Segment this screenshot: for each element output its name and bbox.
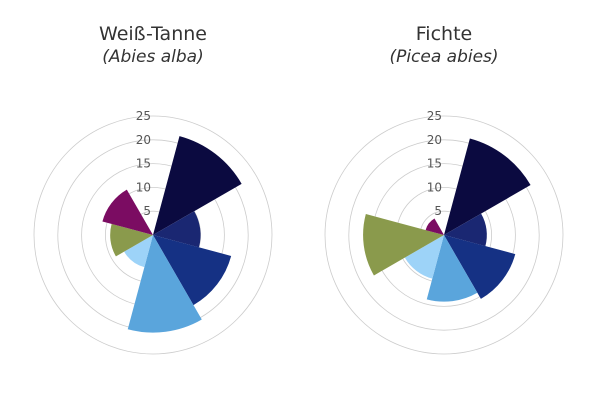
r-tick-label: 20 bbox=[427, 133, 442, 147]
sector bbox=[404, 235, 444, 279]
r-tick-label: 5 bbox=[434, 204, 442, 218]
sector bbox=[153, 235, 232, 306]
grid-ring bbox=[324, 115, 564, 355]
sector bbox=[127, 235, 202, 333]
sector bbox=[102, 189, 153, 235]
grid-ring bbox=[33, 115, 273, 355]
r-tick-label: 15 bbox=[136, 157, 151, 171]
sector bbox=[425, 218, 444, 235]
sector bbox=[153, 136, 242, 235]
r-tick-label: 10 bbox=[136, 180, 151, 194]
grid-ring bbox=[348, 139, 540, 331]
sector bbox=[444, 235, 516, 299]
r-tick-label: 5 bbox=[143, 204, 151, 218]
r-tick-label: 10 bbox=[427, 180, 442, 194]
sector bbox=[124, 235, 153, 268]
chart-title: Fichte bbox=[416, 23, 472, 45]
chart-subtitle: (Abies alba) bbox=[102, 47, 203, 67]
sector bbox=[444, 138, 531, 235]
chart-title: Weiß-Tanne bbox=[99, 23, 207, 45]
sector bbox=[444, 213, 487, 247]
r-tick-label: 20 bbox=[136, 133, 151, 147]
sector bbox=[110, 223, 153, 257]
r-tick-label: 25 bbox=[427, 109, 442, 123]
sector bbox=[363, 214, 444, 276]
sector bbox=[153, 211, 201, 248]
sector bbox=[426, 235, 478, 302]
r-tick-label: 25 bbox=[136, 109, 151, 123]
chart-subtitle: (Picea abies) bbox=[389, 47, 498, 67]
r-tick-label: 15 bbox=[427, 157, 442, 171]
